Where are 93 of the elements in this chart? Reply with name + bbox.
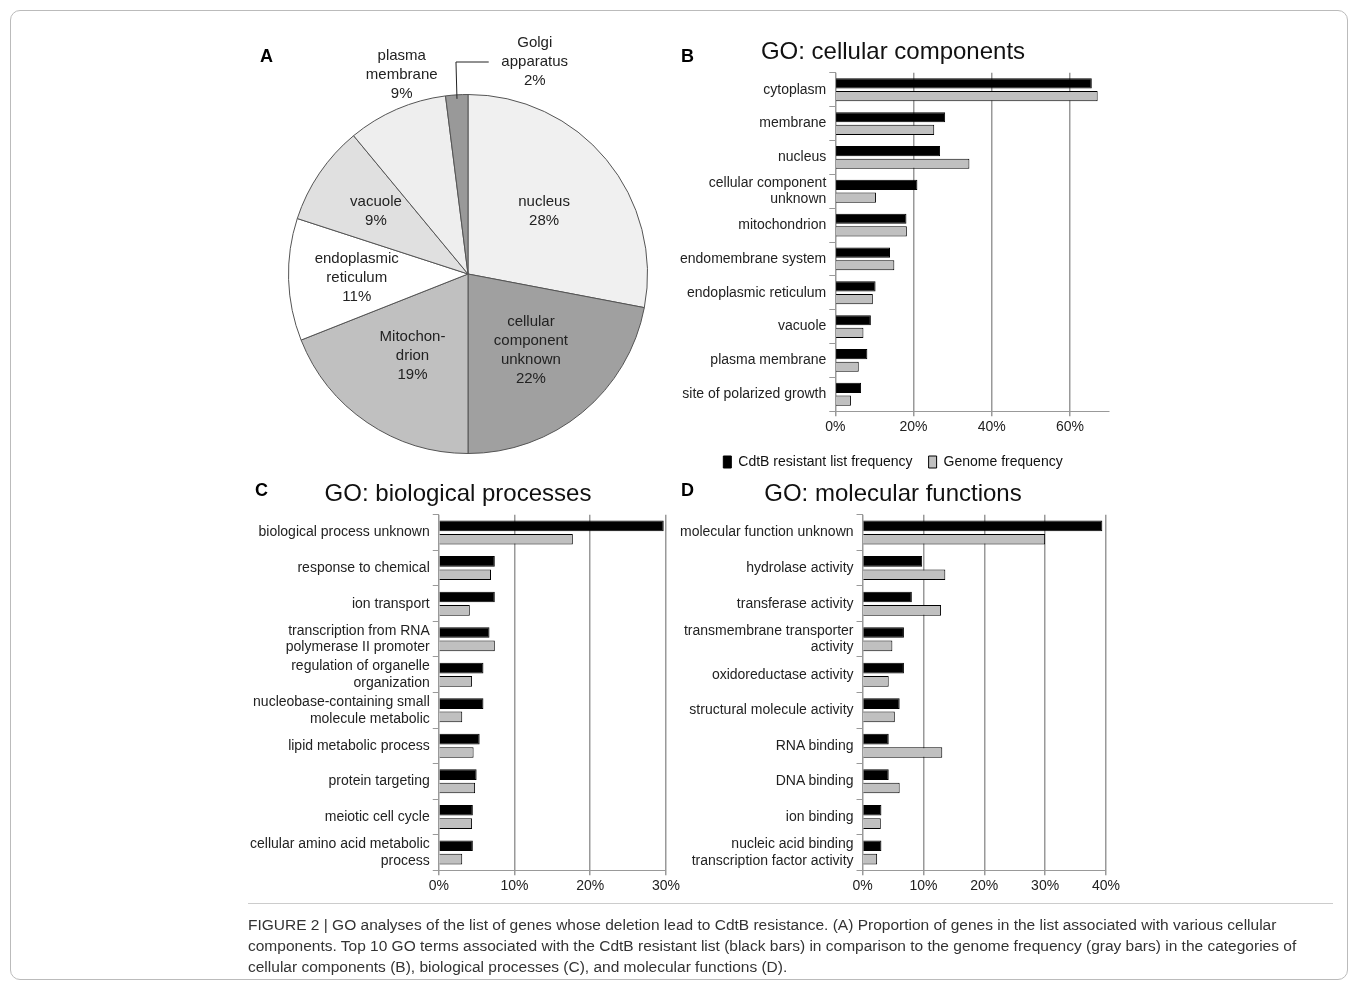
y-tick-label: biological process unknown (258, 523, 430, 540)
x-tick-label: 60% (1055, 418, 1084, 435)
legend-label: Genome frequency (943, 452, 1063, 469)
y-tick-label: structural molecule activity (689, 701, 854, 718)
x-tick-label: 30% (1031, 877, 1060, 894)
chart-title: GO: cellular components (760, 37, 1026, 65)
bar (439, 698, 484, 709)
y-tick-label: lipid metabolic process (288, 736, 430, 753)
y-tick-label: membrane (759, 114, 827, 131)
x-tick-label: 40% (977, 418, 1006, 435)
y-tick-label: protein targeting (328, 772, 430, 789)
y-tick-label: nucleobase-containing small molecule metabolic (253, 692, 430, 726)
y-tick-label: endoplasmic reticulum (686, 283, 827, 300)
bar (836, 179, 918, 190)
y-tick-label: cytoplasm (763, 80, 827, 97)
bar (439, 769, 477, 781)
data-label: 2% (523, 71, 546, 89)
bar (836, 315, 871, 326)
bar (439, 556, 495, 567)
bar (439, 591, 495, 603)
chart-title: GO: biological processes (324, 479, 592, 507)
y-tick-label: regulation of organelle organization (291, 657, 430, 690)
bar (439, 804, 473, 816)
x-tick-label: 0% (852, 877, 873, 894)
text: A (260, 46, 273, 67)
y-tick-label: molecular function unknown (680, 523, 854, 540)
y-tick-label: transmembrane transporter activity (683, 621, 854, 655)
slice-label: cellular component unknown (493, 311, 569, 367)
y-tick-label: DNA binding (775, 772, 854, 789)
caption: FIGURE 2 | GO analyses of the list of genes whose deletion lead to CdtB resistance. (A) Proportion of genes in the list associated with various cellular components. Top 10 GO terms associated with the CdtB resistant list (black bars) in comparison to the genome frequency (gray bars) in the categories of cellular components (B), biological processes (C), and molecular functions (D). (248, 915, 1298, 977)
bar (863, 840, 882, 852)
bar (836, 145, 941, 157)
bar (836, 247, 891, 258)
bar (863, 698, 900, 709)
y-tick-label: plasma membrane (710, 351, 827, 368)
bar (863, 733, 889, 745)
chart-title: GO: molecular functions (764, 479, 1022, 507)
bar (439, 520, 664, 532)
bar (863, 769, 889, 781)
bar (863, 627, 904, 638)
y-tick-label: oxidoreductase activity (711, 665, 854, 682)
x-tick-label: 10% (500, 877, 529, 894)
bar (863, 591, 912, 603)
x-tick-label: 20% (576, 877, 605, 894)
x-tick-label: 30% (651, 877, 681, 894)
y-tick-label: meiotic cell cycle (324, 807, 430, 824)
bar (836, 112, 946, 123)
legend-label: CdtB resistant list frequency (738, 452, 913, 469)
bar (439, 627, 490, 638)
bar (863, 556, 923, 567)
text: D (681, 480, 694, 501)
x-tick-label: 20% (970, 877, 999, 894)
data-label: 11% (342, 286, 372, 304)
data-label: 28% (529, 210, 560, 228)
x-tick-label: 0% (428, 877, 449, 894)
x-tick-label: 40% (1091, 877, 1121, 894)
bar (439, 733, 480, 745)
slice-label: nucleus (518, 191, 570, 209)
x-tick-label: 0% (825, 418, 846, 435)
bar (863, 662, 904, 674)
y-tick-label: vacuole (778, 317, 827, 334)
y-tick-label: endomembrane system (679, 249, 827, 266)
bar (836, 349, 868, 360)
y-tick-label: nucleus (778, 148, 827, 165)
data-label: 22% (515, 368, 546, 386)
bar (863, 520, 1103, 532)
bar (863, 804, 882, 816)
data-label: 9% (365, 211, 387, 229)
bar (836, 213, 907, 224)
data-label: 19% (397, 364, 428, 382)
y-tick-label: transferase activity (736, 594, 854, 611)
bar (836, 382, 862, 394)
y-tick-label: site of polarized growth (682, 385, 827, 402)
x-tick-label: 20% (899, 418, 928, 435)
text: C (255, 480, 268, 501)
bar (836, 281, 876, 292)
y-tick-label: response to chemical (297, 558, 430, 575)
y-tick-label: hydrolase activity (746, 558, 854, 575)
y-tick-label: mitochondrion (738, 215, 827, 232)
y-tick-label: ion transport (351, 594, 430, 611)
y-tick-label: cellular component unknown (708, 173, 827, 207)
bar (439, 840, 473, 852)
y-tick-label: nucleic acid binding transcription factor activity (691, 834, 854, 868)
data-label: 9% (390, 83, 413, 101)
x-tick-label: 10% (909, 877, 938, 894)
slice-label: Golgi apparatus (501, 33, 569, 70)
text: B (681, 46, 694, 67)
y-tick-label: RNA binding (775, 736, 854, 753)
bar (836, 78, 1092, 89)
y-tick-label: ion binding (785, 807, 854, 824)
y-tick-label: cellular amino acid metabolic process (249, 834, 430, 868)
slice-label: Mitochon-drion (379, 326, 446, 363)
bar (439, 662, 484, 674)
